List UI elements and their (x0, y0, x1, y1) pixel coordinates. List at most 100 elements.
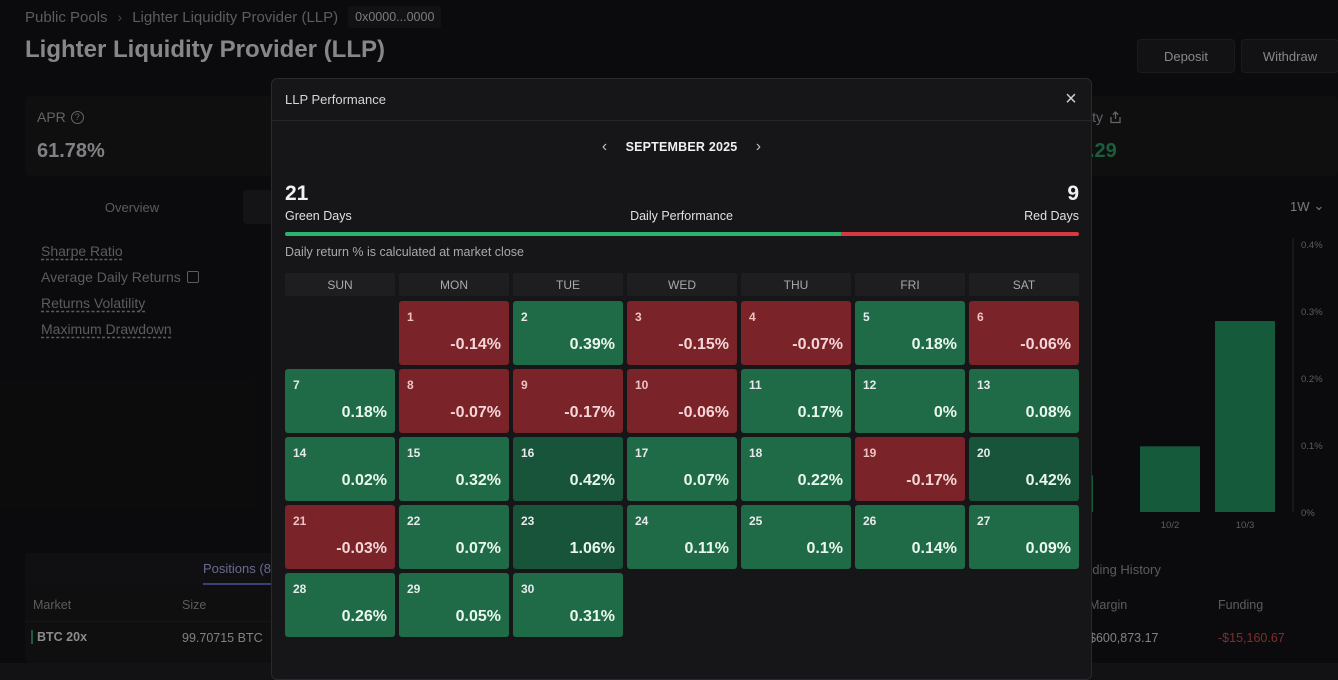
deposit-button[interactable]: Deposit (1137, 39, 1235, 73)
day-number: 8 (407, 378, 414, 392)
day-number: 4 (749, 310, 756, 324)
red-days-count: 9 (1067, 182, 1079, 205)
calendar-day[interactable]: 9 -0.17% (513, 369, 623, 433)
calendar-day[interactable]: 13 0.08% (969, 369, 1079, 433)
calendar-day[interactable]: 4 -0.07% (741, 301, 851, 365)
column-header-size[interactable]: Size (182, 598, 207, 612)
column-header-margin[interactable]: Margin (1089, 598, 1128, 612)
column-header-funding[interactable]: Funding (1218, 598, 1264, 612)
chevron-down-icon: ⌄ (1313, 198, 1325, 213)
range-selector-value: 1W (1290, 198, 1310, 214)
tab-positions[interactable]: Positions (8 (203, 561, 271, 576)
day-number: 14 (293, 446, 307, 460)
day-return-value: 0.32% (455, 472, 501, 489)
day-number: 18 (749, 446, 763, 460)
day-number: 10 (635, 378, 649, 392)
day-return-value: 0.07% (683, 472, 729, 489)
tab-overview[interactable]: Overview (104, 199, 160, 215)
calendar-day[interactable]: 17 0.07% (627, 437, 737, 501)
day-return-value: 0.18% (911, 336, 957, 353)
day-return-value: 0.05% (455, 608, 501, 625)
chevron-right-icon[interactable]: › (755, 138, 762, 155)
position-size: 99.70715 BTC (182, 631, 263, 645)
day-number: 23 (521, 514, 535, 528)
calendar-day[interactable]: 6 -0.06% (969, 301, 1079, 365)
calendar-day[interactable]: 11 0.17% (741, 369, 851, 433)
ratio-bar-red (840, 232, 1079, 236)
calendar-day[interactable]: 18 0.22% (741, 437, 851, 501)
metric-sharpe-ratio[interactable]: Sharpe Ratio (41, 243, 123, 259)
calendar-day[interactable]: 10 -0.06% (627, 369, 737, 433)
calendar-day[interactable]: 12 0% (855, 369, 965, 433)
day-number: 3 (635, 310, 642, 324)
day-number: 12 (863, 378, 877, 392)
modal-title: LLP Performance (285, 92, 386, 107)
metric-average-daily-returns[interactable]: Average Daily Returns (41, 269, 199, 285)
calendar-day[interactable]: 27 0.09% (969, 505, 1079, 569)
day-number: 20 (977, 446, 991, 460)
calendar-day[interactable]: 30 0.31% (513, 573, 623, 637)
chart-bar[interactable] (1140, 446, 1200, 512)
day-number: 27 (977, 514, 991, 528)
calendar-day[interactable]: 3 -0.15% (627, 301, 737, 365)
calendar-day[interactable]: 21 -0.03% (285, 505, 395, 569)
calendar-day[interactable]: 5 0.18% (855, 301, 965, 365)
withdraw-button[interactable]: Withdraw (1241, 39, 1338, 73)
calendar-day[interactable]: 16 0.42% (513, 437, 623, 501)
tab-performance[interactable] (243, 190, 275, 224)
share-icon[interactable] (1109, 110, 1122, 124)
ratio-bar-green (285, 232, 841, 236)
tab-funding-history[interactable]: nding History (1085, 562, 1161, 577)
tvl-label-group: ity (1089, 109, 1122, 125)
help-icon[interactable]: ? (70, 110, 84, 124)
background-page: Public Pools › Lighter Liquidity Provide… (25, 6, 1338, 663)
apr-card: APR ? 61.78% (25, 96, 275, 176)
month-navigator: ‹ SEPTEMBER 2025 › (272, 137, 1091, 157)
address-badge[interactable]: 0x0000...0000 (348, 6, 442, 28)
column-header-market[interactable]: Market (33, 598, 72, 612)
positions-panel: Positions (8 Market Size BTC 20x 99.7071… (25, 553, 275, 663)
day-return-value: 0% (933, 404, 957, 421)
range-selector[interactable]: 1W ⌄ (1290, 198, 1324, 214)
day-return-value: -0.03% (336, 540, 387, 557)
day-return-value: -0.14% (450, 336, 501, 353)
calendar-day[interactable]: 2 0.39% (513, 301, 623, 365)
position-funding: -$15,160.67 (1218, 631, 1285, 645)
tvl-card: ity .29 (1085, 96, 1338, 176)
calendar-day[interactable]: 23 1.06% (513, 505, 623, 569)
positions-tabbar (25, 553, 275, 585)
breadcrumb-root[interactable]: Public Pools (25, 8, 108, 26)
calendar-day[interactable]: 22 0.07% (399, 505, 509, 569)
day-number: 7 (293, 378, 300, 392)
calendar-day[interactable]: 24 0.11% (627, 505, 737, 569)
calendar-day[interactable]: 20 0.42% (969, 437, 1079, 501)
calendar-icon[interactable] (186, 271, 199, 283)
calendar-day[interactable]: 7 0.18% (285, 369, 395, 433)
day-number: 28 (293, 582, 307, 596)
close-icon[interactable]: × (1065, 88, 1077, 110)
day-return-value: 0.18% (341, 404, 387, 421)
day-return-value: -0.06% (1020, 336, 1071, 353)
chevron-left-icon[interactable]: ‹ (601, 138, 608, 155)
day-return-value: -0.07% (792, 336, 843, 353)
calendar-day[interactable]: 14 0.02% (285, 437, 395, 501)
day-return-value: 0.42% (569, 472, 615, 489)
calendar-day[interactable]: 8 -0.07% (399, 369, 509, 433)
calendar-day[interactable]: 26 0.14% (855, 505, 965, 569)
metric-returns-volatility[interactable]: Returns Volatility (41, 295, 146, 311)
calendar-day[interactable]: 25 0.1% (741, 505, 851, 569)
calendar-day[interactable]: 19 -0.17% (855, 437, 965, 501)
day-return-value: 0.14% (911, 540, 957, 557)
day-number: 24 (635, 514, 649, 528)
y-tick-label: 0.1% (1301, 441, 1323, 452)
chart-bar[interactable] (1215, 321, 1275, 512)
calendar-day[interactable]: 29 0.05% (399, 573, 509, 637)
apr-value: 61.78% (37, 140, 105, 162)
metric-maximum-drawdown[interactable]: Maximum Drawdown (41, 321, 172, 337)
position-market[interactable]: BTC 20x (31, 630, 87, 644)
calendar-day[interactable]: 1 -0.14% (399, 301, 509, 365)
month-label: SEPTEMBER 2025 (625, 140, 738, 154)
calendar-day[interactable]: 28 0.26% (285, 573, 395, 637)
calendar-day[interactable]: 15 0.32% (399, 437, 509, 501)
day-number: 22 (407, 514, 421, 528)
